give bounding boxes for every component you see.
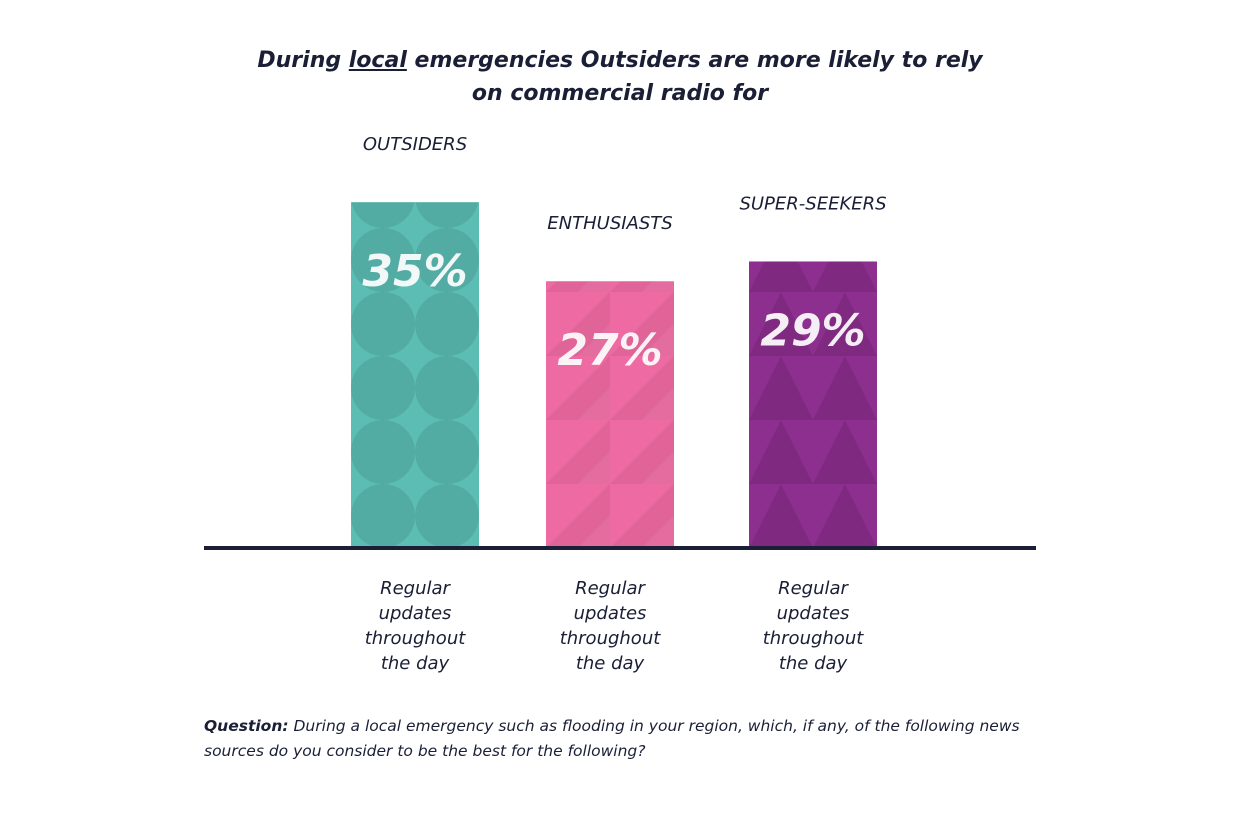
bar <box>749 261 877 548</box>
sublabel: Regular updates throughout the day <box>763 578 865 674</box>
chart-title: During local emergencies Outsiders are m… <box>250 44 990 110</box>
bar <box>546 281 674 548</box>
note-text: During a local emergency such as floodin… <box>204 717 1020 760</box>
category-label: SUPER-SEEKERS <box>739 193 886 214</box>
title-part: local <box>348 48 407 73</box>
category-label: ENTHUSIASTS <box>547 213 672 234</box>
title-part: emergencies Outsiders are more likely to… <box>414 48 983 106</box>
sublabel: Regular updates throughout the day <box>560 578 662 674</box>
value-label: 35% <box>362 246 467 297</box>
sublabel: Regular updates throughout the day <box>365 578 467 674</box>
category-label: OUTSIDERS <box>363 134 467 155</box>
bar <box>351 202 479 548</box>
value-label: 29% <box>760 305 865 356</box>
title-part: During <box>257 48 342 73</box>
value-label: 27% <box>557 325 662 376</box>
note-label: Question: <box>204 717 289 735</box>
footnote: Question: During a local emergency such … <box>204 714 1024 764</box>
